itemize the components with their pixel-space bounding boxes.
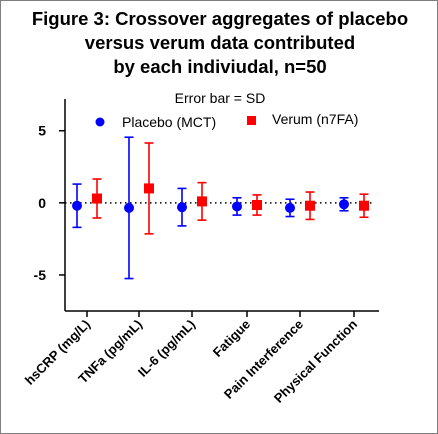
y-tick-label: -5 bbox=[34, 267, 47, 283]
point-placebo bbox=[124, 202, 134, 213]
legend-marker-verum bbox=[247, 116, 256, 125]
point-verum bbox=[197, 196, 207, 207]
legend-label-verum: Verum (n7FA) bbox=[272, 111, 358, 127]
point-verum bbox=[305, 200, 315, 211]
data-marks bbox=[72, 136, 369, 280]
point-placebo bbox=[285, 202, 295, 213]
y-tick-label: 0 bbox=[38, 195, 46, 211]
point-placebo bbox=[232, 201, 242, 212]
legend-marker-placebo bbox=[95, 117, 105, 127]
legend: Placebo (MCT) Verum (n7FA) bbox=[95, 111, 358, 130]
point-placebo bbox=[339, 199, 349, 210]
point-verum bbox=[252, 200, 262, 210]
point-verum bbox=[92, 193, 102, 204]
point-placebo bbox=[177, 202, 187, 213]
legend-label-placebo: Placebo (MCT) bbox=[122, 114, 216, 130]
chart-title-line: Figure 3: Crossover aggregates of placeb… bbox=[32, 8, 408, 29]
point-verum bbox=[359, 200, 369, 211]
x-tick-label: Fatigue bbox=[210, 317, 253, 360]
chart-title-line: by each indiviudal, n=50 bbox=[113, 56, 326, 77]
chart-subtitle: Error bar = SD bbox=[175, 90, 266, 106]
chart-title-line: versus verum data contributed bbox=[85, 32, 355, 53]
point-placebo bbox=[72, 200, 82, 211]
x-tick-label: IL-6 (pg/mL) bbox=[135, 317, 198, 380]
point-verum bbox=[144, 183, 154, 194]
y-tick-label: 5 bbox=[38, 123, 46, 139]
chart-title: Figure 3: Crossover aggregates of placeb… bbox=[32, 8, 408, 77]
